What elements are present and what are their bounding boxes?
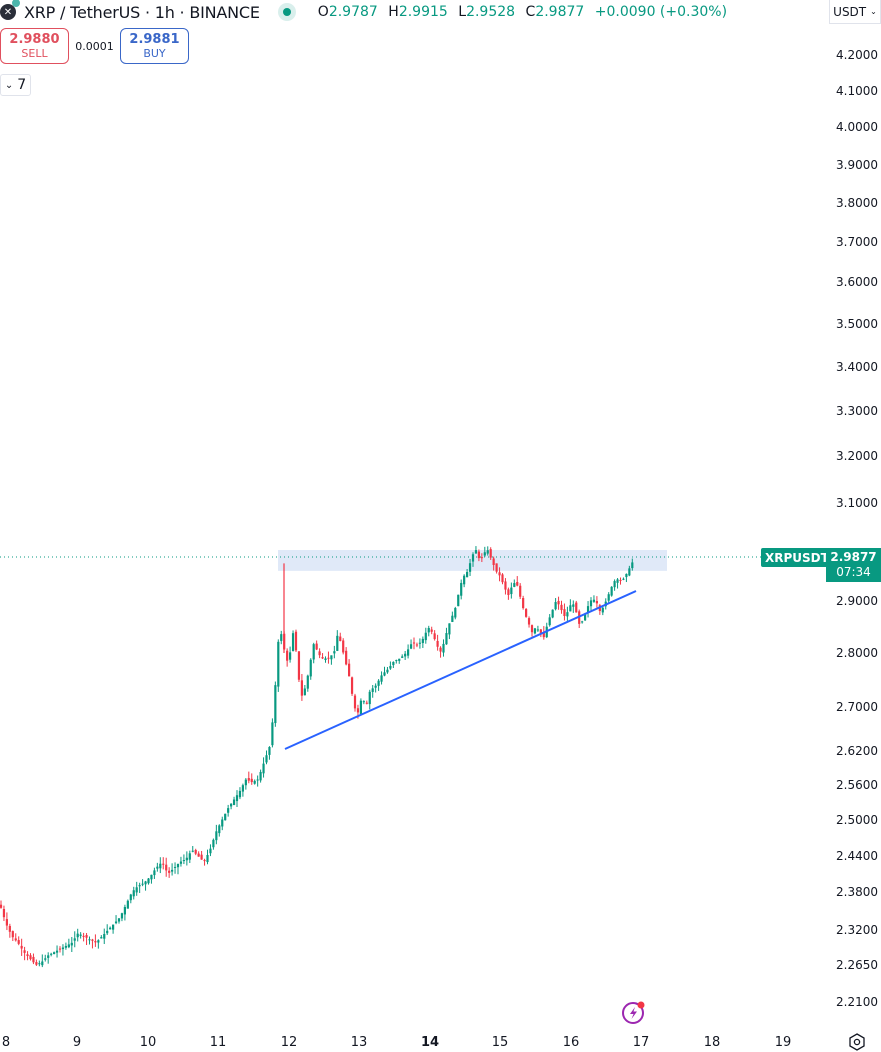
close-value: 2.9877	[535, 4, 585, 20]
price-tick-label: 3.2000	[836, 449, 878, 463]
spread-value: 0.0001	[75, 39, 114, 53]
candlestick-series	[0, 546, 634, 968]
high-label: H	[388, 4, 399, 20]
price-tick-label: 2.9000	[836, 594, 878, 608]
buy-price: 2.9881	[129, 32, 180, 47]
open-label: O	[317, 4, 329, 20]
price-tick-label: 2.2100	[836, 995, 878, 1009]
time-tick-label: 19	[774, 1035, 792, 1050]
price-tick-label: 3.9000	[836, 158, 878, 172]
price-tick-label: 2.8000	[836, 646, 878, 660]
chart-legend-header: ✕ XRP / TetherUS · 1h · BINANCE O2.9787 …	[0, 0, 727, 24]
price-tick-label: 2.7000	[836, 700, 878, 714]
price-tick-label: 3.7000	[836, 235, 878, 249]
time-tick-label: 10	[139, 1035, 157, 1050]
price-tick-label: 2.5000	[836, 813, 878, 827]
chevron-down-icon: ⌄	[870, 7, 877, 16]
last-price: 2.9877	[830, 550, 877, 564]
last-price-tag: 2.9877 07:34	[826, 548, 881, 582]
price-tick-label: 4.1000	[836, 84, 878, 98]
time-tick-label: 11	[209, 1035, 227, 1050]
price-tick-label: 4.0000	[836, 120, 878, 134]
price-tick-label: 3.1000	[836, 496, 878, 510]
time-tick-label: 14	[420, 1035, 440, 1050]
market-open-dot[interactable]	[277, 3, 296, 21]
low-value: 2.9528	[466, 4, 516, 20]
indicators-toggle-button[interactable]: ⌄ 7	[0, 74, 31, 96]
settings-hexagon-icon[interactable]	[848, 1033, 866, 1051]
symbol-title[interactable]: XRP / TetherUS · 1h · BINANCE	[24, 2, 260, 22]
sell-label: SELL	[21, 47, 48, 60]
symbol-price-tag: XRPUSDT	[761, 548, 833, 567]
currency-selector[interactable]: USDT ⌄	[829, 0, 881, 24]
time-tick-label: 17	[632, 1035, 650, 1050]
bar-countdown: 07:34	[836, 565, 871, 579]
xrp-logo-icon: ✕	[0, 0, 20, 20]
price-tick-label: 3.8000	[836, 196, 878, 210]
trendline[interactable]	[284, 590, 637, 750]
change-value: +0.0090 (+0.30%)	[594, 4, 728, 20]
price-tick-label: 3.4000	[836, 360, 878, 374]
price-tick-label: 2.4400	[836, 849, 878, 863]
high-value: 2.9915	[398, 4, 448, 20]
price-tick-label: 2.5600	[836, 778, 878, 792]
time-tick-label: 16	[562, 1035, 580, 1050]
lightning-alert-icon[interactable]	[621, 999, 647, 1025]
sell-price: 2.9880	[9, 32, 60, 47]
close-label: C	[525, 4, 536, 20]
currency-label: USDT	[833, 4, 867, 19]
price-tick-label: 3.5000	[836, 317, 878, 331]
price-tick-label: 2.3800	[836, 885, 878, 899]
time-tick-label: 18	[703, 1035, 721, 1050]
price-tick-label: 4.2000	[836, 48, 878, 62]
buy-sell-panel: 2.9880 SELL 0.0001 2.9881 BUY	[0, 28, 189, 64]
ohlc-values: O2.9787 H2.9915 L2.9528 C2.9877 +0.0090 …	[318, 4, 727, 20]
time-tick-label: 15	[491, 1035, 509, 1050]
time-tick-label: 12	[280, 1035, 298, 1050]
indicators-count: 7	[17, 77, 27, 93]
time-tick-label: 13	[350, 1035, 368, 1050]
price-tick-label: 3.6000	[836, 275, 878, 289]
open-value: 2.9787	[328, 4, 378, 20]
time-tick-label: 9	[72, 1035, 82, 1050]
chevron-down-icon: ⌄	[4, 79, 14, 91]
sell-button[interactable]: 2.9880 SELL	[0, 28, 69, 64]
buy-label: BUY	[143, 47, 166, 60]
time-tick-label: 8	[1, 1035, 11, 1050]
price-tick-label: 2.6200	[836, 744, 878, 758]
price-tick-label: 2.2650	[836, 958, 878, 972]
buy-button[interactable]: 2.9881 BUY	[120, 28, 189, 64]
low-label: L	[458, 4, 467, 20]
price-tick-label: 3.3000	[836, 404, 878, 418]
price-tick-label: 2.3200	[836, 923, 878, 937]
